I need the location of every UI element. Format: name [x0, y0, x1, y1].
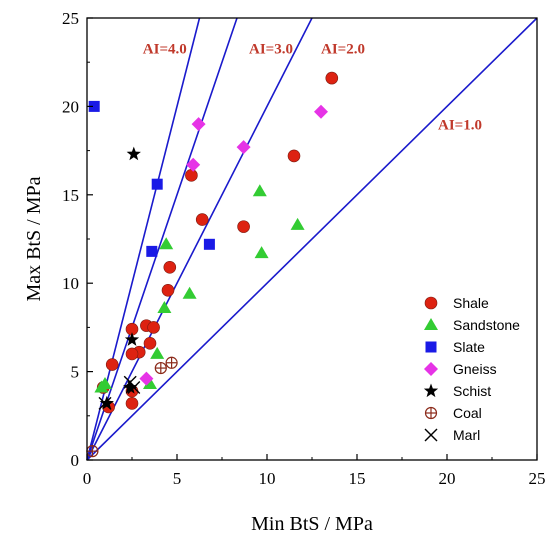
series-gneiss: [139, 104, 328, 386]
sandstone-point: [157, 300, 172, 313]
gneiss-point: [314, 104, 328, 119]
gneiss-point: [236, 140, 251, 155]
marl-marker-stroke: [123, 375, 137, 389]
sandstone-point: [252, 184, 267, 197]
sandstone-point: [159, 237, 174, 250]
y-tick-label: 20: [62, 97, 79, 116]
slate-point: [88, 100, 100, 112]
schist-point: [99, 395, 114, 410]
reference-line-label: AI=3.0: [249, 41, 293, 57]
y-tick-label: 10: [62, 274, 79, 293]
legend-label-slate: Slate: [453, 339, 485, 355]
x-tick-label: 25: [529, 469, 546, 488]
coal-point: [86, 445, 99, 458]
reference-line: [86, 17, 313, 461]
y-axis-title: Max BtS / MPa: [23, 176, 45, 301]
legend-marker-schist: [423, 383, 439, 398]
shale-point: [287, 149, 301, 163]
shale-point: [325, 71, 339, 85]
series-shale: [96, 71, 339, 414]
gneiss-point: [186, 157, 201, 172]
series-schist: [99, 146, 141, 410]
legend-marker-coal: [424, 406, 438, 420]
gneiss-point: [139, 371, 154, 386]
shale-point: [105, 358, 119, 371]
shale-point: [125, 397, 139, 410]
reference-line-label: AI=2.0: [321, 41, 365, 57]
reference-line-label: AI=4.0: [143, 41, 187, 57]
shale-point: [185, 169, 198, 182]
sandstone-point: [94, 380, 109, 393]
reference-line-label: AI=1.0: [438, 117, 482, 133]
marl-point: [98, 396, 112, 410]
coal-point: [165, 356, 178, 369]
x-tick-label: 0: [83, 469, 92, 488]
sandstone-point: [143, 376, 157, 389]
marl-marker-stroke: [98, 396, 112, 410]
schist-point: [124, 332, 140, 346]
slate-point: [151, 178, 163, 190]
slate-point: [146, 245, 158, 257]
legend-marker-sandstone: [424, 318, 438, 330]
reference-line: [86, 17, 238, 461]
series-slate: [88, 100, 215, 257]
marl-marker-stroke: [127, 381, 141, 395]
y-tick-label: 15: [62, 186, 79, 205]
legend-label-sandstone: Sandstone: [453, 317, 520, 333]
y-tick-label: 0: [71, 451, 80, 470]
shale-point: [163, 260, 177, 274]
schist-point: [123, 380, 138, 394]
legend-label-coal: Coal: [453, 405, 482, 421]
x-tick-label: 15: [349, 469, 366, 488]
sandstone-point: [150, 346, 165, 359]
legend: Shale Sandstone Slate Gneiss Schist Coal Marl: [423, 295, 520, 443]
gneiss-point: [191, 117, 206, 132]
reference-lines: [86, 17, 538, 461]
shale-point: [195, 213, 209, 226]
coal-point: [154, 361, 167, 375]
marl-marker-stroke: [424, 428, 438, 442]
shale-point: [147, 321, 160, 334]
x-axis-title: Min BtS / MPa: [251, 513, 373, 535]
reference-line: [86, 17, 538, 461]
shale-point: [125, 347, 139, 361]
shale-point: [143, 337, 157, 350]
legend-marker-gneiss: [424, 362, 438, 376]
sandstone-point: [182, 286, 197, 299]
legend-label-shale: Shale: [453, 295, 489, 311]
shale-point: [237, 220, 250, 233]
sandstone-point: [254, 246, 269, 259]
legend-label-marl: Marl: [453, 427, 480, 443]
series-sandstone: [94, 184, 305, 393]
marl-point: [127, 381, 141, 395]
data-points: [86, 71, 339, 458]
legend-label-schist: Schist: [453, 383, 491, 399]
shale-point: [161, 283, 175, 297]
axis-ticks: 0 5 10 15 20 25 0 5 10 15 20 25: [62, 9, 546, 488]
x-tick-label: 5: [173, 469, 182, 488]
legend-marker-slate: [425, 341, 437, 353]
y-tick-label: 5: [71, 363, 80, 382]
y-tick-label: 25: [62, 9, 79, 28]
series-marl: [98, 375, 141, 410]
x-tick-label: 20: [439, 469, 456, 488]
legend-label-gneiss: Gneiss: [453, 361, 497, 377]
sandstone-point: [290, 217, 305, 230]
slate-point: [203, 238, 215, 250]
legend-marker-shale: [424, 296, 438, 310]
schist-point: [126, 146, 141, 161]
legend-marker-marl: [424, 428, 438, 442]
x-tick-label: 10: [259, 469, 276, 488]
reference-line-labels: AI=4.0 AI=3.0 AI=2.0 AI=1.0: [143, 41, 482, 133]
